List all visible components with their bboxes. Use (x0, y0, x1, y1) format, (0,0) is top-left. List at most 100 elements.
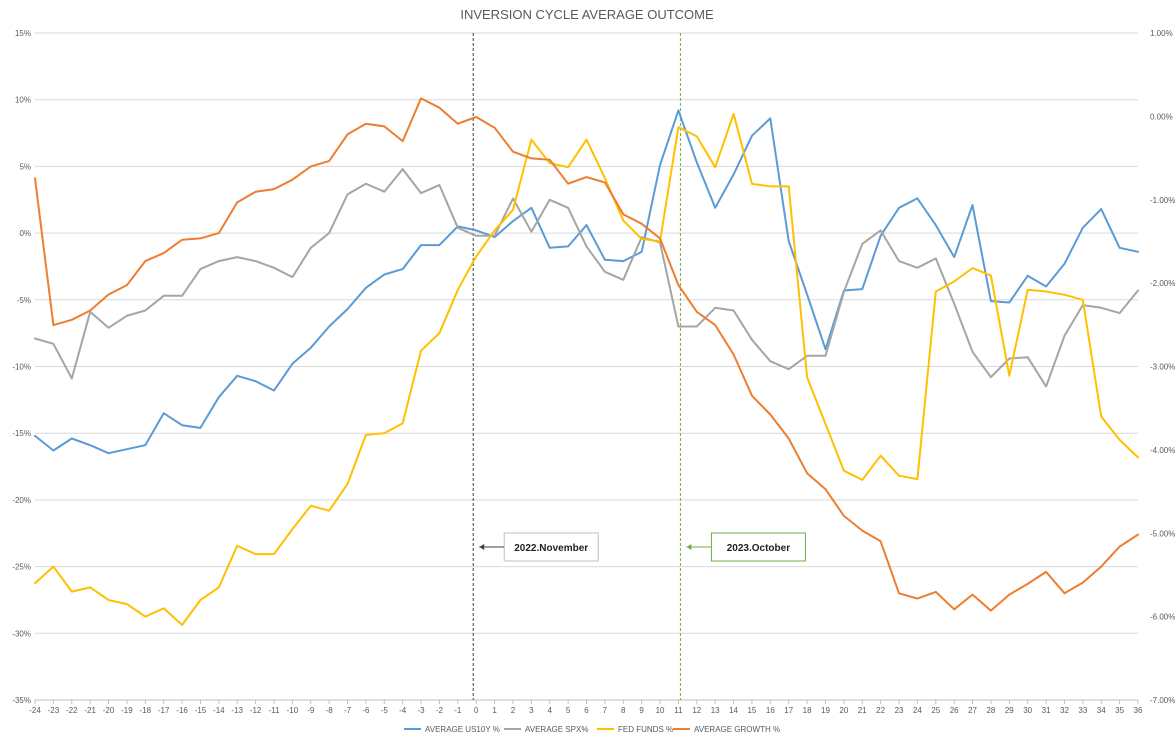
x-axis-tick-label: 6 (584, 706, 589, 715)
x-axis-tick-label: 4 (548, 706, 553, 715)
x-axis-tick-label: 16 (766, 706, 775, 715)
x-axis-tick-label: -18 (140, 706, 152, 715)
x-axis-tick-label: 5 (566, 706, 571, 715)
series-line (34, 109, 1139, 455)
gridlines (35, 32, 1138, 701)
legend-entry: AVERAGE SPX% (525, 725, 588, 734)
x-axis-tick-label: 20 (839, 706, 848, 715)
left-axis-tick-label: 10% (15, 96, 31, 105)
legend: AVERAGE US10Y % AVERAGE SPX% FED FUNDS % AV… (404, 725, 780, 734)
x-axis-tick-label: -10 (287, 706, 299, 715)
x-axis-tick-label: 7 (603, 706, 608, 715)
left-axis-tick-label: -15% (12, 429, 31, 438)
x-axis-tick-label: 24 (913, 706, 922, 715)
x-axis-tick-label: 14 (729, 706, 738, 715)
x-axis-tick-label: -14 (213, 706, 225, 715)
x-axis-tick-label: -19 (121, 706, 133, 715)
x-axis-tick-label: -16 (176, 706, 188, 715)
x-axis-tick-label: 19 (821, 706, 830, 715)
right-axis-tick-label: -3.00% (1150, 363, 1175, 372)
left-y-axis: -35% -30% -25% -20% -15% -10% -5% 0% 5% 10% 15% (12, 29, 31, 705)
right-axis-tick-label: 1.00% (1150, 29, 1173, 38)
x-axis-tick-label: 28 (986, 706, 995, 715)
x-axis-tick-label: -21 (84, 706, 96, 715)
x-axis-tick-label: 8 (621, 706, 626, 715)
x-axis-tick-label: -22 (66, 706, 78, 715)
left-axis-tick-label: -20% (12, 496, 31, 505)
x-axis-tick-label: -23 (48, 706, 60, 715)
x-axis-tick-label: 35 (1115, 706, 1124, 715)
x-axis-tick-label: 18 (803, 706, 812, 715)
legend-entry: AVERAGE GROWTH % (694, 725, 780, 734)
x-axis-tick-label: 33 (1078, 706, 1087, 715)
right-axis-tick-label: -4.00% (1150, 446, 1175, 455)
event-marker-arrowhead (686, 544, 692, 550)
series-line (34, 112, 1139, 626)
x-axis-tick-label: 30 (1023, 706, 1032, 715)
x-axis-tick-label: -4 (399, 706, 407, 715)
series-line (34, 168, 1139, 388)
event-marker-label: 2022.November (514, 543, 588, 554)
x-axis-tick-label: 10 (656, 706, 665, 715)
left-axis-tick-label: 5% (19, 162, 31, 171)
x-axis-tick-label: -9 (307, 706, 315, 715)
event-markers: 2022.November 2023.October (472, 33, 806, 700)
data-series (34, 97, 1139, 626)
left-axis-tick-label: -35% (12, 696, 31, 705)
x-axis-tick-label: 12 (692, 706, 701, 715)
x-axis-tick-label: 17 (784, 706, 793, 715)
x-axis-tick-label: 21 (858, 706, 867, 715)
x-axis-tick-label: 31 (1042, 706, 1051, 715)
x-axis-tick-label: -15 (195, 706, 207, 715)
event-marker-label: 2023.October (727, 543, 790, 554)
chart-title: INVERSION CYCLE AVERAGE OUTCOME (460, 7, 714, 22)
x-axis-tick-label: -17 (158, 706, 170, 715)
x-axis-tick-label: 34 (1097, 706, 1106, 715)
event-marker-arrowhead (479, 544, 485, 550)
x-axis-tick-label: -6 (362, 706, 370, 715)
x-axis-tick-label: 36 (1134, 706, 1143, 715)
x-axis-tick-label: 13 (711, 706, 720, 715)
x-axis-tick-label: 0 (474, 706, 479, 715)
right-axis-tick-label: -7.00% (1150, 696, 1175, 705)
right-axis-tick-label: -5.00% (1150, 529, 1175, 538)
left-axis-tick-label: -5% (17, 296, 31, 305)
x-axis-tick-label: 23 (895, 706, 904, 715)
x-axis: -24 -23 -22 -21 -20 -19 -18 -17 -16 -15 -14 -13 -12-… (29, 699, 1143, 715)
x-axis-tick-label: -7 (344, 706, 352, 715)
right-axis-tick-label: -6.00% (1150, 613, 1175, 622)
x-axis-tick-label: -24 (29, 706, 41, 715)
left-axis-tick-label: 0% (19, 229, 31, 238)
x-axis-tick-label: -3 (417, 706, 425, 715)
x-axis-tick-label: 27 (968, 706, 977, 715)
left-axis-tick-label: -10% (12, 363, 31, 372)
x-axis-tick-label: -2 (436, 706, 444, 715)
x-axis-tick-label: 11 (674, 706, 683, 715)
x-axis-tick-label: -20 (103, 706, 115, 715)
series-line (34, 97, 1139, 612)
x-axis-tick-label: 32 (1060, 706, 1069, 715)
x-axis-tick-label: 29 (1005, 706, 1014, 715)
x-axis-tick-label: -8 (326, 706, 334, 715)
x-axis-tick-label: 15 (747, 706, 756, 715)
left-axis-tick-label: 15% (15, 29, 31, 38)
x-axis-tick-label: 1 (492, 706, 497, 715)
x-axis-tick-label: -12 (250, 706, 262, 715)
x-axis-tick-label: -5 (381, 706, 389, 715)
x-axis-tick-label: -1 (454, 706, 462, 715)
x-axis-tick-label: 3 (529, 706, 534, 715)
x-axis-tick-label: 22 (876, 706, 885, 715)
right-axis-tick-label: -1.00% (1150, 196, 1175, 205)
right-y-axis: -7.00% -6.00% -5.00% -4.00% -3.00% -2.00% -1.0… (1150, 29, 1175, 705)
legend-entry: AVERAGE US10Y % (425, 725, 500, 734)
right-axis-tick-label: 0.00% (1150, 112, 1173, 121)
x-axis-tick-label: -13 (231, 706, 243, 715)
left-axis-tick-label: -30% (12, 629, 31, 638)
x-axis-tick-label: 9 (639, 706, 644, 715)
left-axis-tick-label: -25% (12, 563, 31, 572)
legend-entry: FED FUNDS % (618, 725, 673, 734)
x-axis-tick-label: 26 (950, 706, 959, 715)
x-axis-tick-label: 25 (931, 706, 940, 715)
